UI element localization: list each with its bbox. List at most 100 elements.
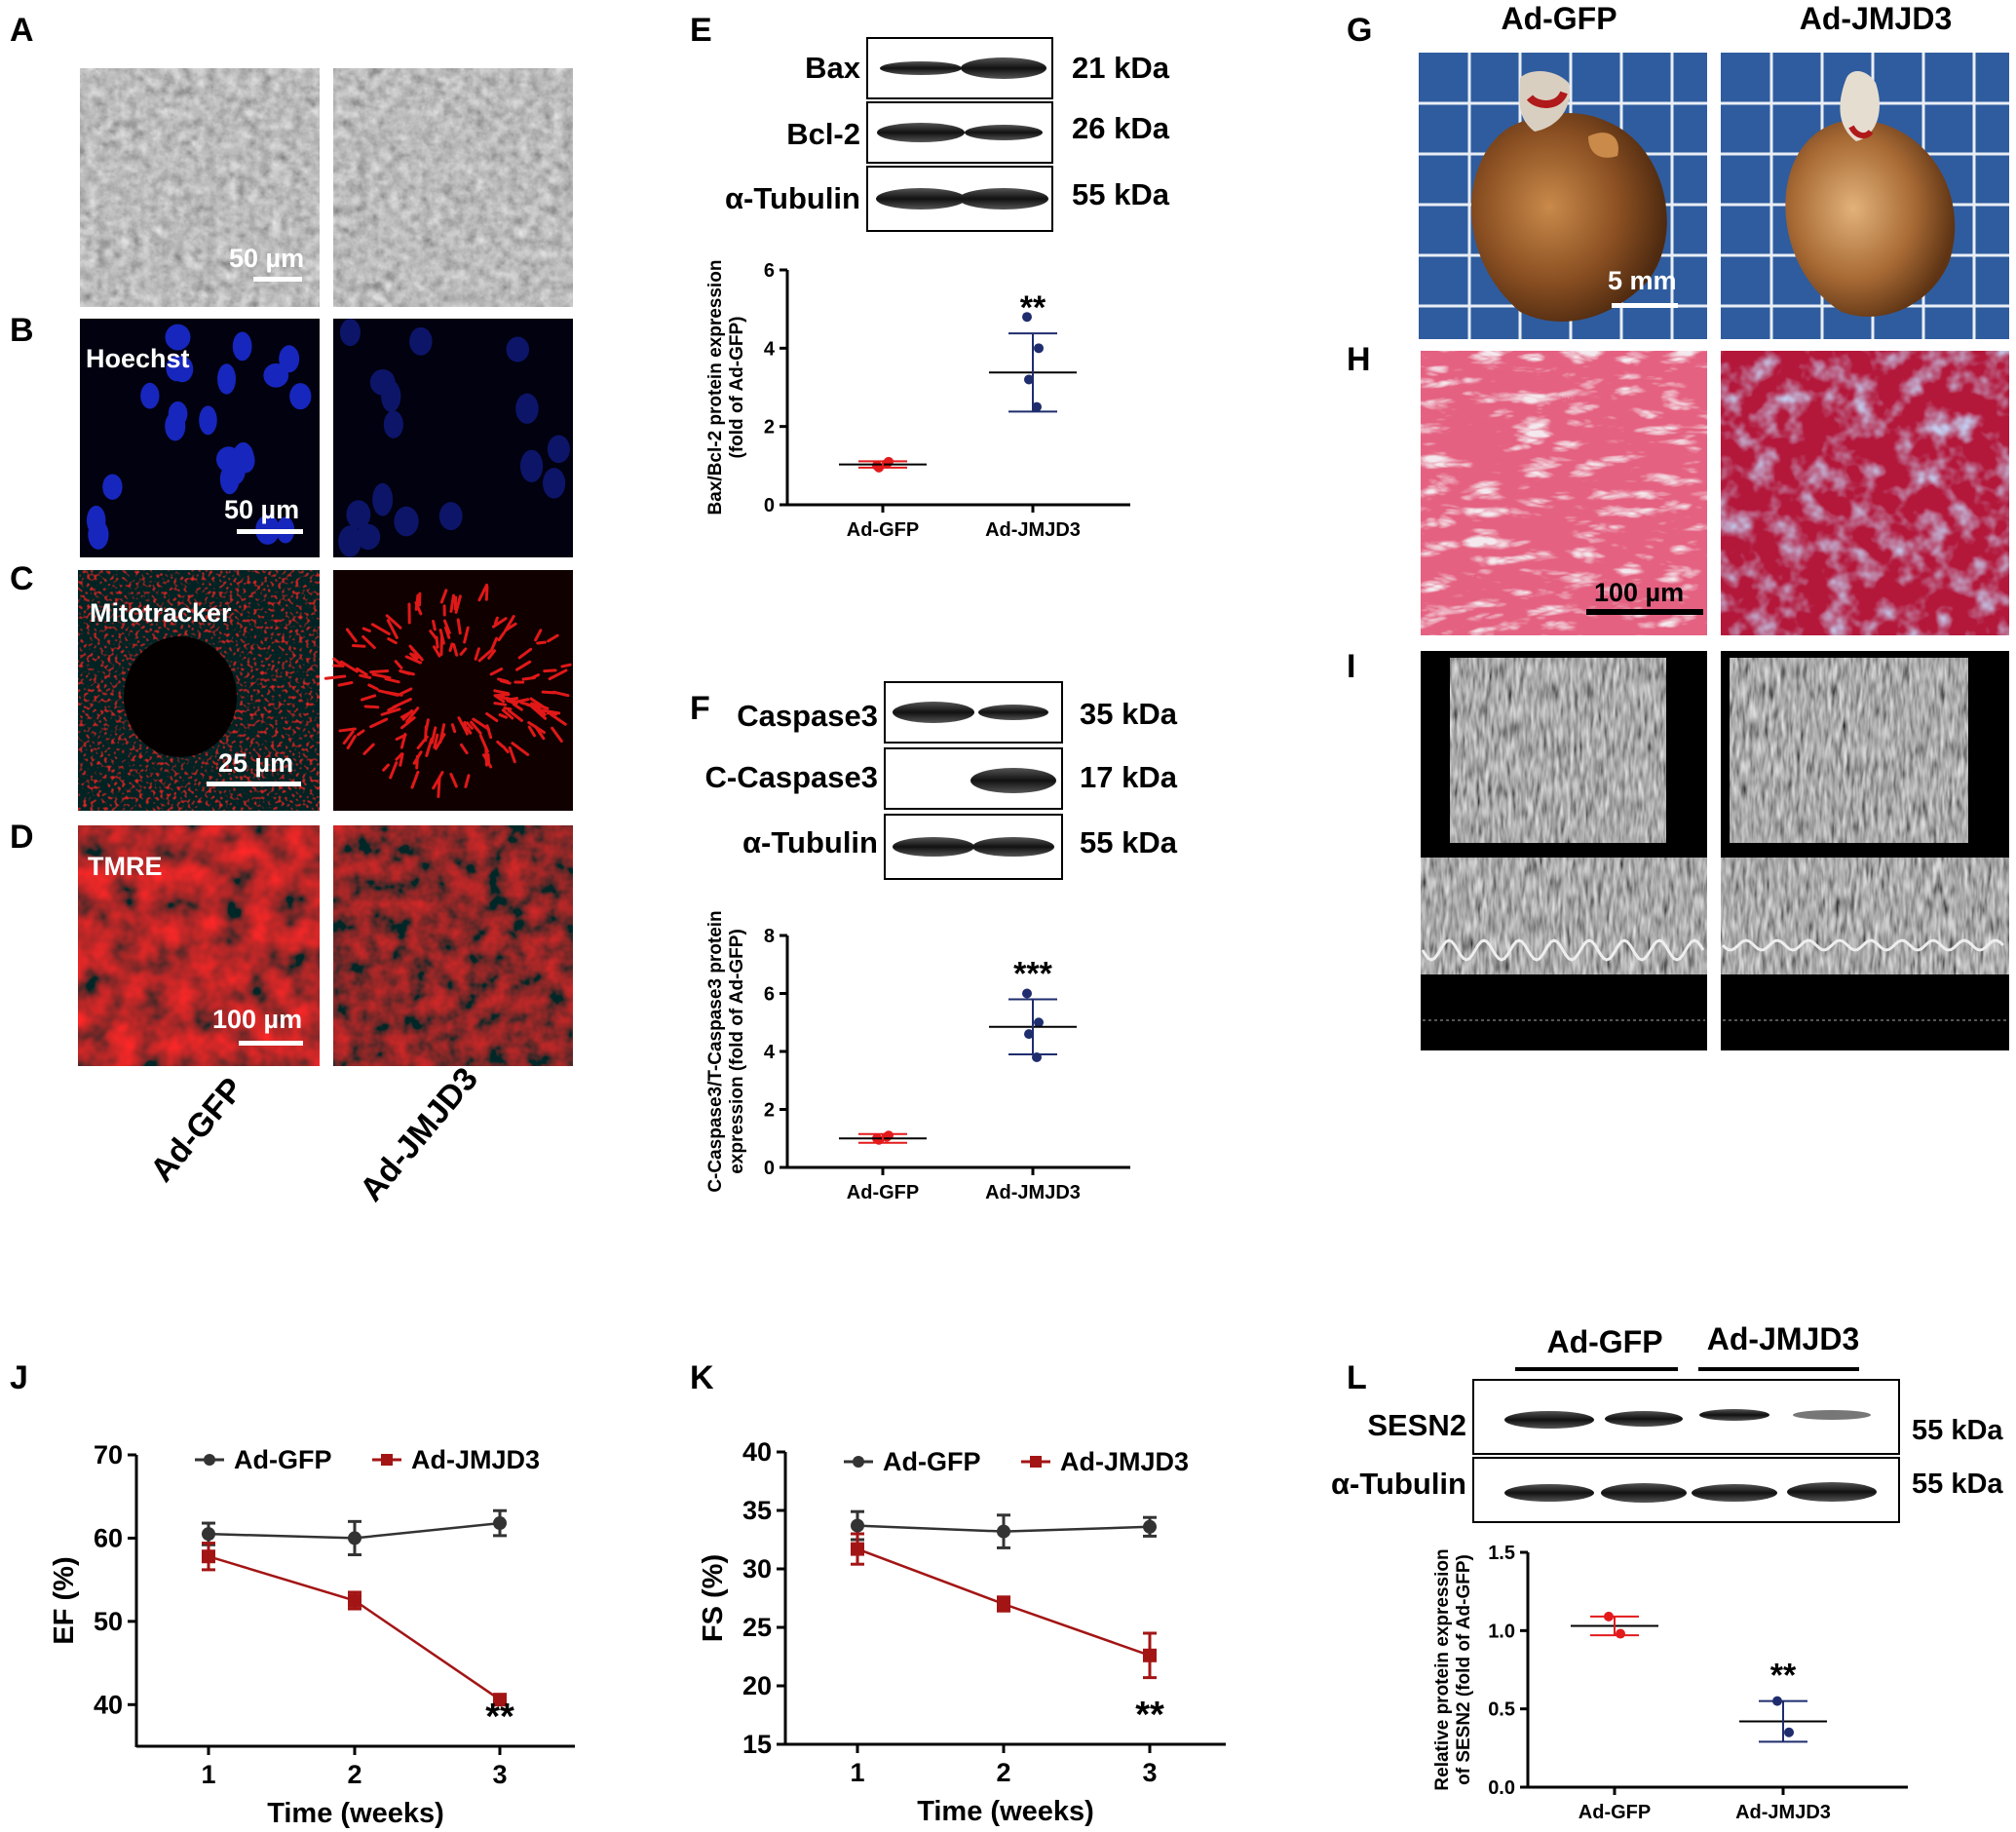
significance-label: ** (1135, 1695, 1164, 1736)
scale-label: 50 µm (229, 244, 304, 273)
y-tick-label: 0.5 (1488, 1699, 1515, 1721)
legend-label: Ad-GFP (883, 1447, 981, 1476)
y-axis-title: Relative protein expression (1432, 1548, 1453, 1790)
data-point (1616, 1628, 1625, 1639)
chart-k: 15 20 25 30 35 40 1 2 3 Time (weeks) FS (%) Ad-GFP A… (698, 1437, 1226, 1827)
brightfield-image-jmjd3 (333, 68, 573, 307)
panel-label-l: L (1347, 1359, 1367, 1396)
panel-label-d: D (10, 819, 34, 856)
y-tick-label: 15 (742, 1730, 772, 1759)
tmre-label: TMRE (88, 852, 163, 881)
x-tick-label: Ad-JMJD3 (985, 1182, 1081, 1203)
blot-row-label: Bcl-2 (786, 117, 860, 151)
panel-label-h: H (1347, 341, 1371, 378)
panel-label-e: E (690, 12, 712, 49)
significance-label: *** (1013, 955, 1052, 992)
data-point (1143, 1519, 1157, 1534)
x-axis-title: Time (weeks) (267, 1798, 444, 1829)
blot-row-label: α-Tubulin (742, 825, 878, 859)
y-tick-label: 2 (764, 417, 775, 439)
y-tick-label: 1.5 (1488, 1543, 1515, 1564)
blot-row-label: SESN2 (1367, 1408, 1466, 1442)
y-tick-label: 60 (94, 1523, 123, 1552)
scale-label: 5 mm (1608, 266, 1677, 295)
significance-label: ** (1770, 1658, 1797, 1695)
significance-label: ** (1020, 289, 1046, 326)
data-point (348, 1593, 361, 1608)
panel-label-k: K (690, 1359, 714, 1396)
scale-bar (207, 782, 301, 786)
y-axis-title: of SESN2 (fold of Ad-GFP) (1454, 1554, 1474, 1785)
data-point (202, 1549, 215, 1564)
y-tick-label: 30 (742, 1554, 772, 1584)
panel-label-b: B (10, 312, 34, 349)
x-tick-label: Ad-JMJD3 (985, 519, 1081, 541)
x-tick-label: Ad-GFP (847, 519, 919, 541)
scale-bar (1612, 303, 1678, 308)
y-tick-label: 0 (764, 1158, 775, 1179)
data-point (493, 1693, 507, 1707)
data-point (348, 1531, 361, 1546)
data-point (1143, 1648, 1157, 1662)
legend-label: Ad-JMJD3 (411, 1445, 540, 1474)
y-tick-label: 4 (764, 338, 776, 360)
hoechst-label: Hoechst (86, 344, 190, 373)
blot-size-label: 55 kDa (1072, 177, 1170, 211)
scale-label: 50 µm (224, 495, 299, 524)
scale-bar (253, 277, 302, 282)
significance-label: ** (485, 1697, 514, 1737)
scale-bar (237, 529, 303, 534)
y-tick-label: 8 (764, 926, 775, 947)
data-point (851, 1542, 864, 1556)
data-point (997, 1597, 1010, 1611)
blot-size-label: 55 kDa (1912, 1415, 2003, 1446)
masson-image-jmjd3 (1721, 351, 2009, 635)
y-tick-label: 70 (94, 1440, 123, 1469)
data-point (1032, 401, 1042, 412)
y-tick-label: 4 (764, 1042, 776, 1063)
scale-label: 100 µm (1594, 578, 1684, 607)
series-line (208, 1555, 501, 1701)
y-axis-title: Bax/Bcl-2 protein expression (705, 260, 726, 515)
legend-label: Ad-GFP (234, 1445, 332, 1474)
legend-marker (1030, 1456, 1042, 1468)
y-tick-label: 40 (94, 1690, 123, 1719)
data-point (1034, 1017, 1044, 1028)
panel-label-f: F (690, 690, 710, 727)
blot-l (1472, 1379, 1900, 1523)
y-axis-title: C-Caspase3/T-Caspase3 protein (705, 910, 726, 1192)
scale-label: 100 µm (212, 1005, 302, 1034)
chart-l: 0.0 0.5 1.0 1.5 Ad-GFP Ad-JMJD3 ** Relative pro… (1432, 1543, 1908, 1823)
x-tick-label: 3 (1142, 1758, 1157, 1787)
blot-size-label: 55 kDa (1912, 1469, 2003, 1500)
blot-f (884, 681, 1063, 880)
hoechst-image-gfp (80, 319, 320, 557)
chart-j: 40 50 60 70 1 2 3 Time (weeks) EF (%) Ad-GFP Ad-JM… (49, 1440, 575, 1829)
blot-row-label: Bax (805, 51, 861, 85)
hoechst-image-jmjd3 (333, 319, 573, 557)
legend-marker (381, 1454, 393, 1466)
heart-photo-gfp (1419, 53, 1707, 339)
blot-size-label: 26 kDa (1072, 111, 1170, 145)
panel-label-j: J (10, 1359, 28, 1396)
scale-bar (1586, 609, 1703, 615)
panel-label-c: C (10, 560, 34, 597)
y-tick-label: 0 (764, 495, 775, 516)
legend-marker (853, 1456, 864, 1468)
y-axis-title: FS (%) (698, 1554, 729, 1642)
y-tick-label: 2 (764, 1100, 775, 1122)
blot-size-label: 35 kDa (1080, 697, 1178, 731)
brightfield-image-gfp (80, 68, 320, 307)
x-tick-label: 3 (492, 1760, 507, 1789)
x-tick-label: Ad-JMJD3 (1735, 1802, 1831, 1823)
data-point (997, 1524, 1010, 1539)
mitotracker-image-gfp (78, 570, 320, 811)
column-label-gfp: Ad-GFP (143, 1071, 250, 1189)
blot-group-label: Ad-JMJD3 (1707, 1321, 1859, 1356)
mitotracker-image-jmjd3 (323, 570, 573, 811)
tmre-image-jmjd3 (333, 825, 573, 1066)
x-tick-label: 2 (347, 1760, 361, 1789)
x-tick-label: Ad-GFP (1579, 1802, 1651, 1823)
blot-size-label: 17 kDa (1080, 760, 1178, 794)
